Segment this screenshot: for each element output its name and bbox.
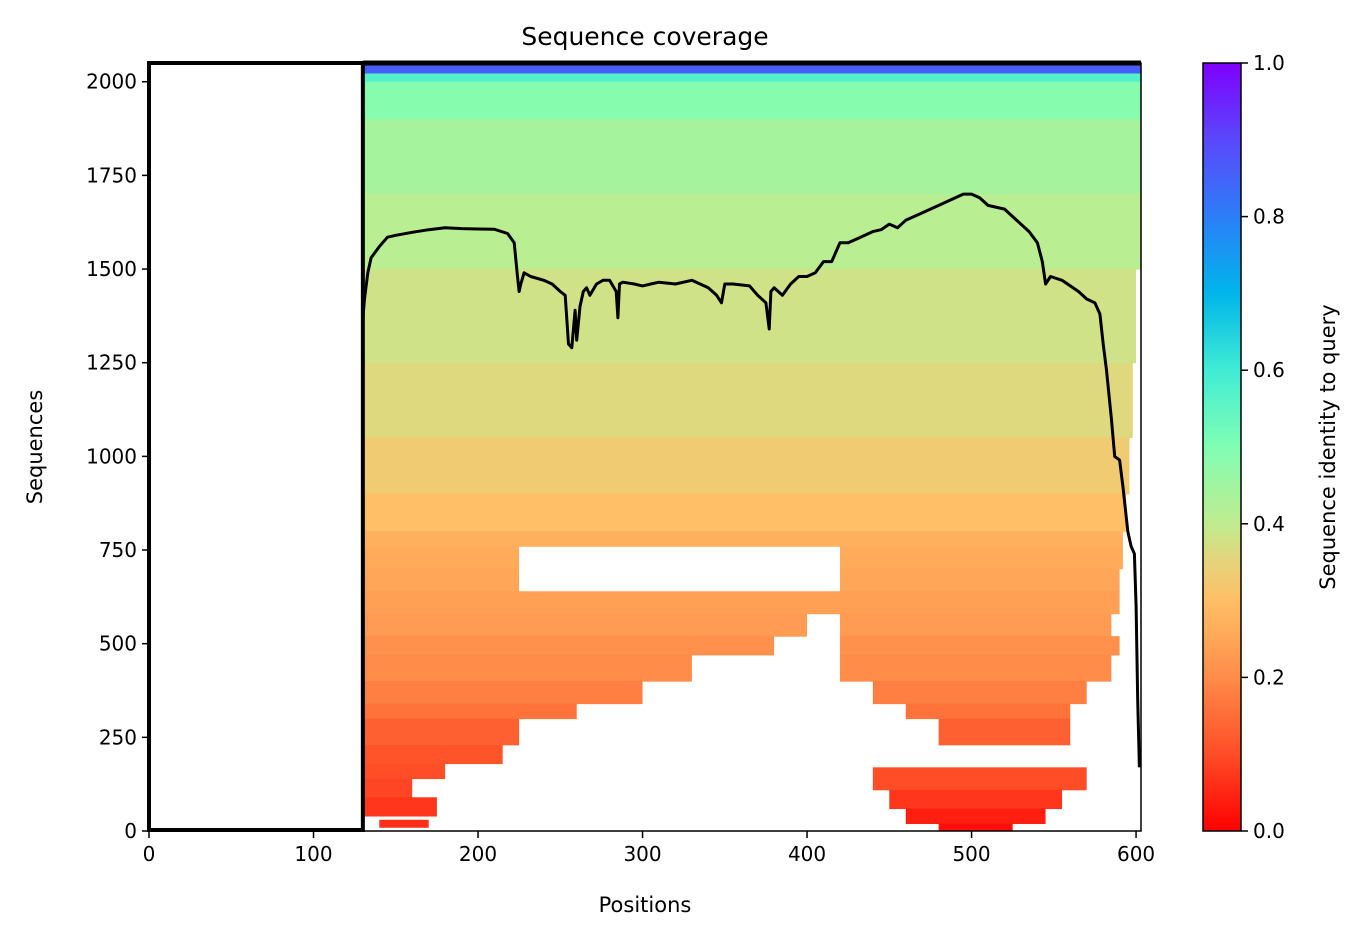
y-tick-label: 250 [99, 725, 137, 749]
y-tick-label: 750 [99, 538, 137, 562]
coverage-block [362, 763, 446, 780]
y-tick-label: 2000 [86, 70, 137, 94]
gap-box [147, 61, 365, 832]
coverage-block [839, 568, 1120, 592]
y-tick-label: 1000 [86, 444, 137, 468]
colorbar-tick-label: 0.2 [1253, 665, 1285, 689]
coverage-block [362, 493, 1127, 532]
y-tick-label: 1750 [86, 163, 137, 187]
y-tick-label: 500 [99, 632, 137, 656]
plot-frame [148, 62, 1142, 832]
colorbar-tick-label: 0.6 [1253, 358, 1285, 382]
x-tick-label: 100 [294, 842, 332, 866]
coverage-block [362, 362, 1133, 439]
coverage-block [839, 654, 1112, 682]
x-tick-label: 500 [952, 842, 990, 866]
coverage-block [362, 546, 520, 570]
coverage-block [938, 718, 1071, 746]
coverage-block [839, 636, 1120, 656]
coverage-block [362, 718, 520, 746]
coverage-block [362, 778, 413, 798]
coverage-block [362, 744, 503, 765]
coverage-block [362, 636, 775, 656]
coverage-block [362, 73, 1141, 83]
coverage-block [362, 654, 692, 682]
x-tick-label: 300 [623, 842, 661, 866]
x-axis-ticks: 0 100 200 300 400 500 600 [143, 831, 1155, 866]
x-tick-label: 200 [459, 842, 497, 866]
x-tick-label: 0 [143, 842, 156, 866]
colorbar [1202, 62, 1242, 832]
coverage-block [872, 681, 1087, 705]
y-tick-label: 0 [124, 819, 137, 843]
coverage-block [362, 437, 1130, 495]
coverage-line-layer [361, 192, 1141, 768]
coverage-block [362, 81, 1141, 120]
coverage-block [362, 269, 1137, 364]
colorbar-tick-label: 1.0 [1253, 51, 1285, 75]
chart-title: Sequence coverage [521, 22, 768, 51]
colorbar-ticks: 0.0 0.2 0.4 0.6 0.8 1.0 [1241, 51, 1285, 843]
coverage-block [362, 63, 1141, 74]
coverage-block [872, 767, 1087, 791]
coverage-line [361, 192, 1141, 768]
coverage-block [889, 789, 1063, 810]
coverage-block [362, 797, 437, 817]
y-axis-label: Sequences [23, 390, 47, 505]
coverage-block [379, 819, 429, 828]
coverage-block [905, 703, 1071, 720]
coverage-block [362, 613, 808, 637]
y-tick-label: 1500 [86, 257, 137, 281]
y-tick-label: 1250 [86, 351, 137, 375]
coverage-block [362, 681, 643, 705]
coverage-block [362, 194, 1141, 270]
y-axis-ticks: 0 250 500 750 1000 1250 1500 1750 2000 [86, 70, 149, 843]
coverage-block [362, 703, 577, 720]
coverage-block [362, 568, 520, 592]
colorbar-tick-label: 0.0 [1253, 819, 1285, 843]
x-tick-label: 600 [1117, 842, 1155, 866]
colorbar-tick-label: 0.4 [1253, 512, 1285, 536]
x-tick-label: 400 [788, 842, 826, 866]
coverage-block [938, 823, 1013, 831]
coverage-block [362, 531, 1123, 547]
coverage-heatmap [362, 63, 1141, 831]
coverage-block [905, 808, 1046, 825]
coverage-block [362, 591, 1120, 615]
colorbar-tick-label: 0.8 [1253, 205, 1285, 229]
coverage-block [839, 613, 1112, 637]
coverage-block [362, 119, 1141, 195]
colorbar-label: Sequence identity to query [1316, 304, 1340, 589]
x-axis-label: Positions [599, 893, 692, 917]
coverage-block [839, 546, 1123, 570]
